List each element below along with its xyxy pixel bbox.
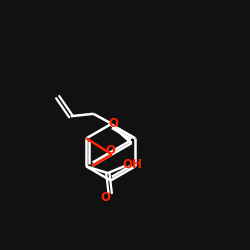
Text: O: O [100,191,110,204]
Text: O: O [108,117,118,130]
Text: OH: OH [123,158,142,170]
Text: O: O [106,144,116,158]
